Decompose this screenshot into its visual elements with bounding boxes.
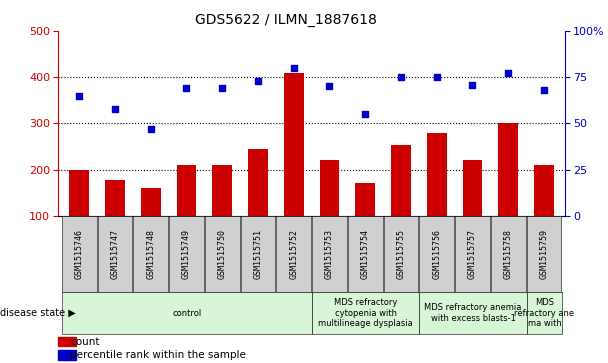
Bar xyxy=(248,149,268,216)
Text: GSM1515755: GSM1515755 xyxy=(396,229,406,279)
Text: GSM1515753: GSM1515753 xyxy=(325,229,334,279)
FancyBboxPatch shape xyxy=(527,216,561,292)
Text: disease state ▶: disease state ▶ xyxy=(0,308,76,318)
Bar xyxy=(58,337,76,346)
Text: MDS refractory
cytopenia with
multilineage dysplasia: MDS refractory cytopenia with multilinea… xyxy=(319,298,413,328)
FancyBboxPatch shape xyxy=(169,216,204,292)
Text: count: count xyxy=(71,337,100,347)
Bar xyxy=(212,165,232,216)
Point xyxy=(253,78,263,84)
FancyBboxPatch shape xyxy=(420,292,527,334)
Text: GSM1515759: GSM1515759 xyxy=(539,229,548,279)
FancyBboxPatch shape xyxy=(241,216,275,292)
Bar xyxy=(499,123,518,216)
FancyBboxPatch shape xyxy=(205,216,240,292)
Bar xyxy=(69,170,89,216)
Bar xyxy=(427,132,446,216)
FancyBboxPatch shape xyxy=(312,292,420,334)
Text: GSM1515751: GSM1515751 xyxy=(254,229,263,279)
Bar xyxy=(284,73,303,216)
Text: GSM1515749: GSM1515749 xyxy=(182,229,191,279)
Text: GSM1515758: GSM1515758 xyxy=(504,229,513,279)
Point xyxy=(396,74,406,80)
Text: GSM1515748: GSM1515748 xyxy=(146,229,155,279)
FancyBboxPatch shape xyxy=(312,216,347,292)
Text: GSM1515757: GSM1515757 xyxy=(468,229,477,279)
Bar xyxy=(463,159,482,216)
Point xyxy=(289,65,299,71)
Text: GSM1515754: GSM1515754 xyxy=(361,229,370,279)
Point xyxy=(146,126,156,132)
Text: GSM1515752: GSM1515752 xyxy=(289,229,298,279)
Text: GSM1515747: GSM1515747 xyxy=(111,229,119,279)
Bar xyxy=(58,350,76,360)
Bar xyxy=(320,160,339,216)
Title: GDS5622 / ILMN_1887618: GDS5622 / ILMN_1887618 xyxy=(195,13,377,27)
Text: control: control xyxy=(172,309,202,318)
Bar xyxy=(177,165,196,216)
Text: percentile rank within the sample: percentile rank within the sample xyxy=(71,350,246,360)
Point xyxy=(110,106,120,111)
Point xyxy=(468,82,477,87)
FancyBboxPatch shape xyxy=(133,216,168,292)
Point xyxy=(432,74,441,80)
Point xyxy=(74,93,84,98)
Point xyxy=(361,111,370,117)
FancyBboxPatch shape xyxy=(62,292,312,334)
Bar xyxy=(141,188,161,216)
FancyBboxPatch shape xyxy=(491,216,526,292)
Point xyxy=(182,85,192,91)
FancyBboxPatch shape xyxy=(97,216,133,292)
Text: GSM1515750: GSM1515750 xyxy=(218,229,227,279)
Text: GSM1515746: GSM1515746 xyxy=(75,229,84,279)
Text: GSM1515756: GSM1515756 xyxy=(432,229,441,279)
FancyBboxPatch shape xyxy=(276,216,311,292)
FancyBboxPatch shape xyxy=(420,216,454,292)
FancyBboxPatch shape xyxy=(527,292,562,334)
FancyBboxPatch shape xyxy=(62,216,97,292)
FancyBboxPatch shape xyxy=(455,216,490,292)
FancyBboxPatch shape xyxy=(348,216,382,292)
Text: MDS
refractory ane
ma with: MDS refractory ane ma with xyxy=(514,298,575,328)
Point xyxy=(325,83,334,89)
Bar xyxy=(391,145,411,216)
Bar xyxy=(356,183,375,216)
Point xyxy=(217,85,227,91)
Point xyxy=(539,87,549,93)
FancyBboxPatch shape xyxy=(384,216,418,292)
Point xyxy=(503,70,513,76)
Bar xyxy=(534,165,554,216)
Text: MDS refractory anemia
with excess blasts-1: MDS refractory anemia with excess blasts… xyxy=(424,303,522,323)
Bar xyxy=(105,180,125,216)
